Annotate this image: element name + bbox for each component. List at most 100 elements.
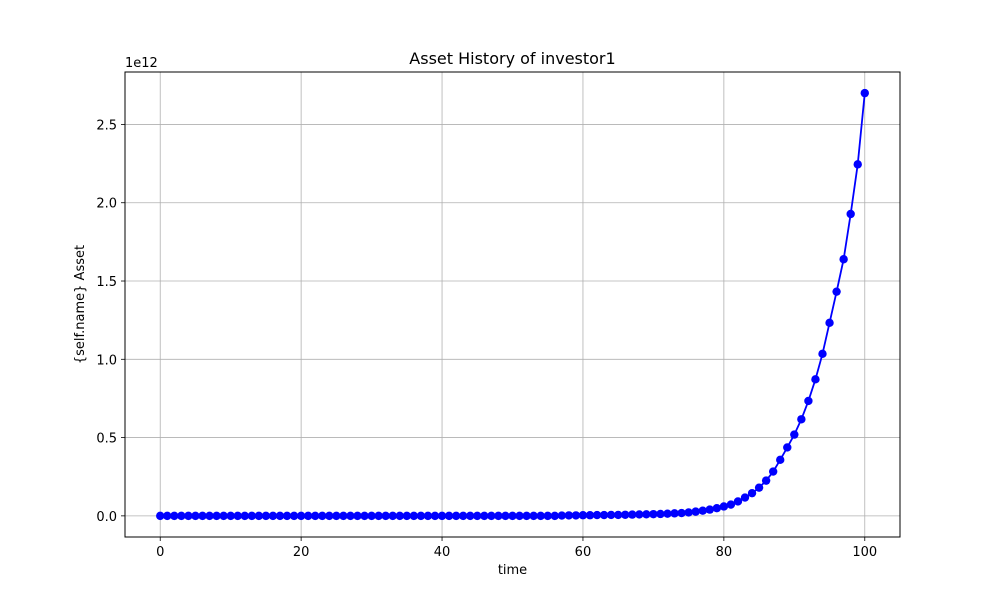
data-point <box>303 511 313 521</box>
data-point <box>395 511 404 521</box>
data-point <box>613 510 623 520</box>
data-point <box>289 511 299 521</box>
data-point <box>191 511 200 521</box>
data-point <box>501 511 510 521</box>
data-point <box>515 511 524 521</box>
data-point <box>296 511 306 521</box>
data-point <box>177 511 186 521</box>
data-point <box>621 510 630 519</box>
y-tick-label: 2.0 <box>96 197 117 212</box>
data-point <box>339 511 348 521</box>
data-point <box>360 511 369 521</box>
data-point <box>318 511 327 521</box>
y-axis-label: {self.name} Asset <box>73 245 88 364</box>
data-point <box>839 255 848 264</box>
data-point <box>818 349 827 359</box>
data-point <box>184 511 193 521</box>
data-point <box>747 488 757 498</box>
y-tick-label: 0.5 <box>96 432 117 447</box>
data-point <box>388 511 397 521</box>
data-point <box>649 509 658 519</box>
y-tick-label: 1.0 <box>96 353 117 368</box>
data-point <box>487 511 496 521</box>
data-point <box>691 507 700 516</box>
data-point <box>783 443 792 452</box>
x-tick-label: 0 <box>156 545 164 560</box>
x-tick-label: 40 <box>434 545 451 560</box>
data-point <box>740 493 750 502</box>
data-point <box>247 511 257 521</box>
y-tick-label: 0.0 <box>96 510 117 525</box>
data-point <box>797 415 806 424</box>
data-point <box>254 511 264 521</box>
data-point <box>733 497 743 506</box>
data-point <box>219 511 228 521</box>
data-point <box>261 511 271 521</box>
data-point <box>381 511 390 521</box>
data-point <box>451 511 461 521</box>
data-point <box>212 511 221 521</box>
data-point <box>606 510 616 520</box>
data-point <box>508 511 517 521</box>
data-point <box>670 509 679 518</box>
data-point <box>367 511 376 521</box>
data-point <box>705 505 714 514</box>
data-point <box>282 511 292 521</box>
series-layer <box>156 88 869 521</box>
x-tick-label: 60 <box>575 545 592 560</box>
series-line <box>160 93 866 517</box>
data-point <box>522 511 531 521</box>
data-point <box>804 396 813 406</box>
data-point <box>768 467 778 476</box>
data-point <box>761 476 771 485</box>
data-point <box>536 511 545 521</box>
data-point <box>374 511 383 521</box>
data-point <box>325 511 334 521</box>
data-point <box>754 483 764 492</box>
data-point <box>663 509 672 518</box>
data-point <box>585 511 595 520</box>
data-point <box>423 511 433 521</box>
data-point <box>156 511 165 521</box>
data-point <box>790 430 799 439</box>
data-point <box>557 511 567 520</box>
data-point <box>677 508 686 518</box>
data-point <box>628 510 637 519</box>
data-point <box>353 511 362 521</box>
x-axis-ticks: 0 20 40 60 80 100 <box>156 537 877 560</box>
y-tick-label: 2.5 <box>96 118 117 133</box>
data-point <box>311 511 320 521</box>
data-point <box>564 511 574 520</box>
data-point <box>170 511 179 521</box>
data-point <box>240 511 249 521</box>
data-point <box>458 511 468 521</box>
data-point <box>543 511 552 521</box>
data-point <box>205 511 214 521</box>
x-tick-label: 20 <box>293 545 310 560</box>
data-point <box>268 511 278 521</box>
data-point <box>684 508 693 517</box>
data-point <box>402 511 412 521</box>
data-point <box>233 511 242 521</box>
data-point <box>635 510 644 519</box>
data-point <box>444 511 454 521</box>
data-point <box>860 88 869 98</box>
data-point <box>163 511 172 521</box>
data-point <box>719 502 729 511</box>
data-point <box>592 510 602 520</box>
data-point <box>529 511 538 521</box>
grid-lines <box>125 72 900 537</box>
data-point <box>698 506 707 515</box>
data-point <box>409 511 419 521</box>
data-point <box>712 503 722 513</box>
data-point <box>825 318 834 328</box>
data-point <box>466 511 475 521</box>
data-point <box>198 511 207 521</box>
y-axis-ticks: 0.0 0.5 1.0 1.5 2.0 2.5 <box>96 118 125 525</box>
data-point <box>642 510 651 519</box>
data-point <box>430 511 440 521</box>
data-point <box>726 500 736 509</box>
data-point <box>846 209 855 219</box>
data-point <box>776 455 785 465</box>
